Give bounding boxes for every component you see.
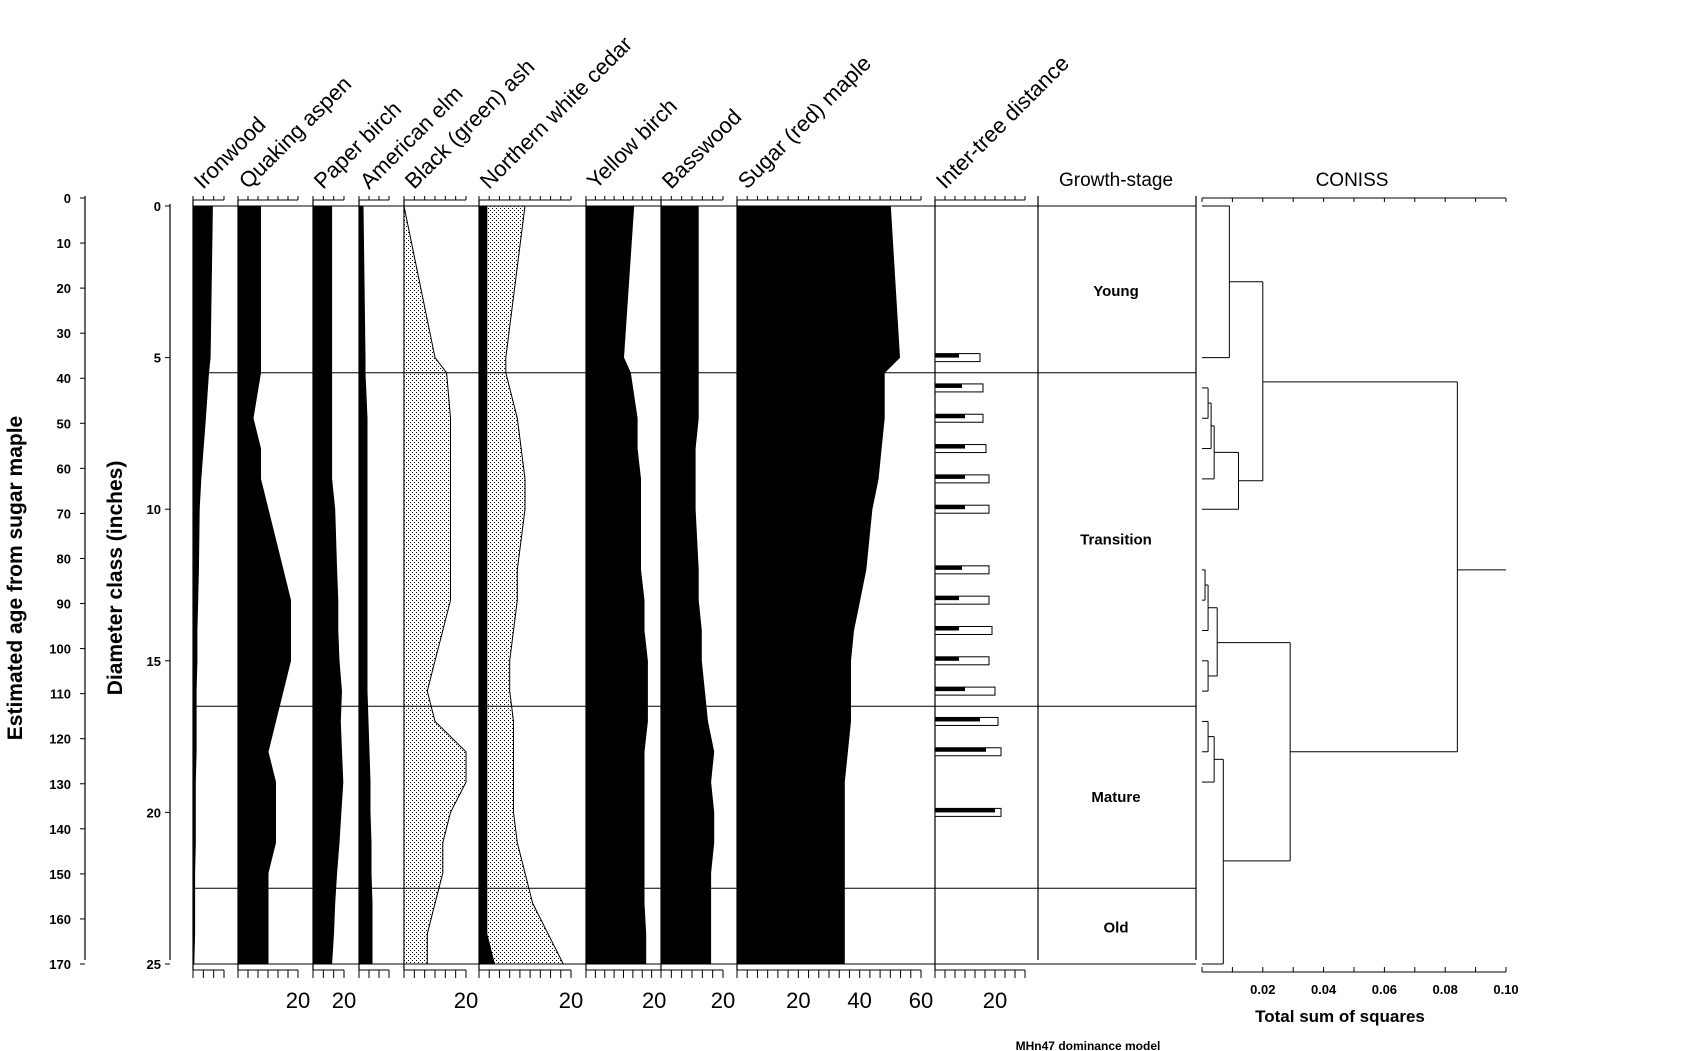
age-tick-label: 40 (57, 371, 71, 386)
growth-stage-label: Old (1104, 920, 1129, 937)
species-area (585, 205, 648, 965)
growth-stage-labels: Young Transition Mature Old (1080, 283, 1152, 937)
depth-axis-label: Diameter class (inches) (104, 461, 127, 696)
age-tick-label: 80 (57, 551, 71, 566)
age-tick-label: 0 (64, 191, 71, 206)
coniss-panel: CONISS 0.02 0.04 0.06 0.08 0.10 Total sum of… (1201, 170, 1519, 1026)
panel-bottom-label: 20 (286, 988, 310, 1013)
inter-tree-bar-mean (935, 565, 962, 570)
panel-inter-tree-distance: Inter-tree distance 20 (931, 50, 1074, 1013)
depth-tick-label: 0 (154, 199, 161, 214)
species-area-stipple (486, 205, 565, 965)
age-axis-ticks: 0 10 20 30 40 50 60 70 80 90 100 110 120 130 140 150 160… (49, 191, 85, 972)
coniss-tick-label: 0.02 (1250, 982, 1275, 997)
panel-bottom-label: 20 (711, 988, 735, 1013)
species-area (660, 205, 715, 965)
age-tick-label: 60 (57, 461, 71, 476)
species-area (736, 205, 901, 965)
growth-stage-column: Growth-stage Young Transition Mature Old (1037, 170, 1197, 960)
inter-tree-bar-mean (935, 687, 965, 692)
inter-tree-bar-mean (935, 656, 959, 661)
age-tick-label: 120 (49, 732, 71, 747)
age-tick-label: 160 (49, 912, 71, 927)
inter-tree-bar-mean (935, 596, 959, 601)
panel-bottom-label: 40 (847, 988, 871, 1013)
inter-tree-bar-mean (935, 808, 995, 813)
inter-tree-bar-mean (935, 444, 965, 449)
age-tick-label: 130 (49, 777, 71, 792)
growth-stage-label: Young (1093, 283, 1139, 300)
inter-tree-bar-mean (935, 474, 965, 479)
age-tick-label: 50 (57, 416, 71, 431)
inter-tree-bar-mean (935, 505, 965, 510)
panel-sugar-red-maple: Sugar (red) maple 20 40 60 (733, 50, 933, 1013)
depth-tick-label: 25 (147, 957, 161, 972)
age-axis-label: Estimated age from sugar maple (4, 416, 27, 740)
species-area-stipple (403, 205, 467, 965)
age-tick-label: 150 (49, 867, 71, 882)
panel-bottom-label: 20 (332, 988, 356, 1013)
age-tick-label: 20 (57, 281, 71, 296)
coniss-tick-label: 0.08 (1433, 982, 1458, 997)
age-tick-label: 100 (49, 642, 71, 657)
age-tick-label: 140 (49, 822, 71, 837)
age-tick-label: 70 (57, 506, 71, 521)
inter-tree-bar-mean (935, 383, 962, 388)
panel-bottom-label: 20 (642, 988, 666, 1013)
growth-stage-label: Mature (1091, 789, 1140, 806)
species-title: Inter-tree distance (931, 50, 1074, 193)
panel-bottom-label: 60 (909, 988, 933, 1013)
inter-tree-bar-mean (935, 717, 980, 722)
panel-bottom-label: 20 (983, 988, 1007, 1013)
panel-bottom-label: 20 (559, 988, 583, 1013)
depth-tick-label: 15 (147, 654, 161, 669)
species-area (192, 205, 213, 965)
age-tick-label: 110 (50, 687, 71, 702)
age-axis: 0 10 20 30 40 50 60 70 80 90 100 110 120 130 140 150 160… (4, 191, 86, 972)
species-title: Sugar (red) maple (733, 50, 876, 193)
coniss-x-label: Total sum of squares (1255, 1007, 1425, 1026)
coniss-title: CONISS (1316, 170, 1389, 191)
inter-tree-bar-mean (935, 747, 986, 752)
inter-tree-bar-mean (935, 626, 959, 631)
depth-axis: 0 5 10 15 20 25 Diameter class (inches) (104, 199, 171, 972)
age-tick-label: 90 (57, 597, 71, 612)
coniss-tick-label: 0.06 (1372, 982, 1397, 997)
depth-tick-label: 10 (147, 502, 161, 517)
coniss-tick-label: 0.10 (1493, 982, 1518, 997)
growth-stage-title: Growth-stage (1059, 170, 1173, 191)
coniss-tick-label: 0.04 (1311, 982, 1337, 997)
age-tick-label: 170 (49, 957, 71, 972)
coniss-x-ticks: 0.02 0.04 0.06 0.08 0.10 (1201, 198, 1519, 997)
panel-bottom-label: 20 (786, 988, 810, 1013)
panel-bottom-label: 20 (454, 988, 478, 1013)
species-area (312, 205, 344, 965)
figure-caption: MHn47 dominance model (1016, 1039, 1161, 1051)
coniss-dendrogram (1202, 205, 1506, 965)
inter-tree-bar-mean (935, 414, 965, 419)
species-area (237, 205, 291, 965)
age-tick-label: 30 (57, 326, 71, 341)
depth-axis-ticks: 0 5 10 15 20 25 (147, 199, 170, 972)
growth-stage-label: Transition (1080, 532, 1152, 549)
inter-tree-bar-mean (935, 353, 959, 358)
depth-tick-label: 5 (154, 351, 161, 366)
depth-tick-label: 20 (147, 805, 161, 820)
age-tick-label: 10 (57, 236, 71, 251)
species-area (358, 205, 373, 965)
